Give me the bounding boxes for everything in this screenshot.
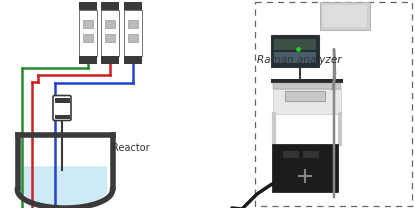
Bar: [79, 10, 97, 56]
Bar: [124, 56, 142, 64]
Bar: [79, 56, 97, 64]
Polygon shape: [24, 167, 107, 204]
Bar: [83, 20, 93, 28]
Bar: [128, 34, 138, 42]
Bar: [124, 10, 142, 56]
Bar: [54, 98, 69, 103]
Bar: [274, 52, 316, 63]
Bar: [273, 89, 341, 114]
Bar: [101, 56, 119, 64]
Bar: [274, 39, 316, 50]
Bar: [105, 34, 115, 42]
Bar: [101, 10, 119, 56]
Bar: [323, 5, 367, 27]
Bar: [272, 144, 338, 192]
Bar: [283, 151, 299, 158]
Bar: [101, 2, 119, 10]
FancyBboxPatch shape: [53, 95, 71, 120]
Bar: [285, 91, 325, 101]
Bar: [303, 151, 319, 158]
Text: Reactor: Reactor: [112, 143, 150, 153]
Bar: [271, 79, 343, 83]
Bar: [54, 115, 69, 119]
Bar: [83, 34, 93, 42]
Bar: [271, 35, 319, 67]
Bar: [79, 2, 97, 10]
Bar: [320, 2, 370, 30]
Text: Raman analyzer: Raman analyzer: [257, 55, 342, 65]
Bar: [105, 20, 115, 28]
Bar: [128, 20, 138, 28]
Bar: [273, 83, 341, 89]
Bar: [124, 2, 142, 10]
